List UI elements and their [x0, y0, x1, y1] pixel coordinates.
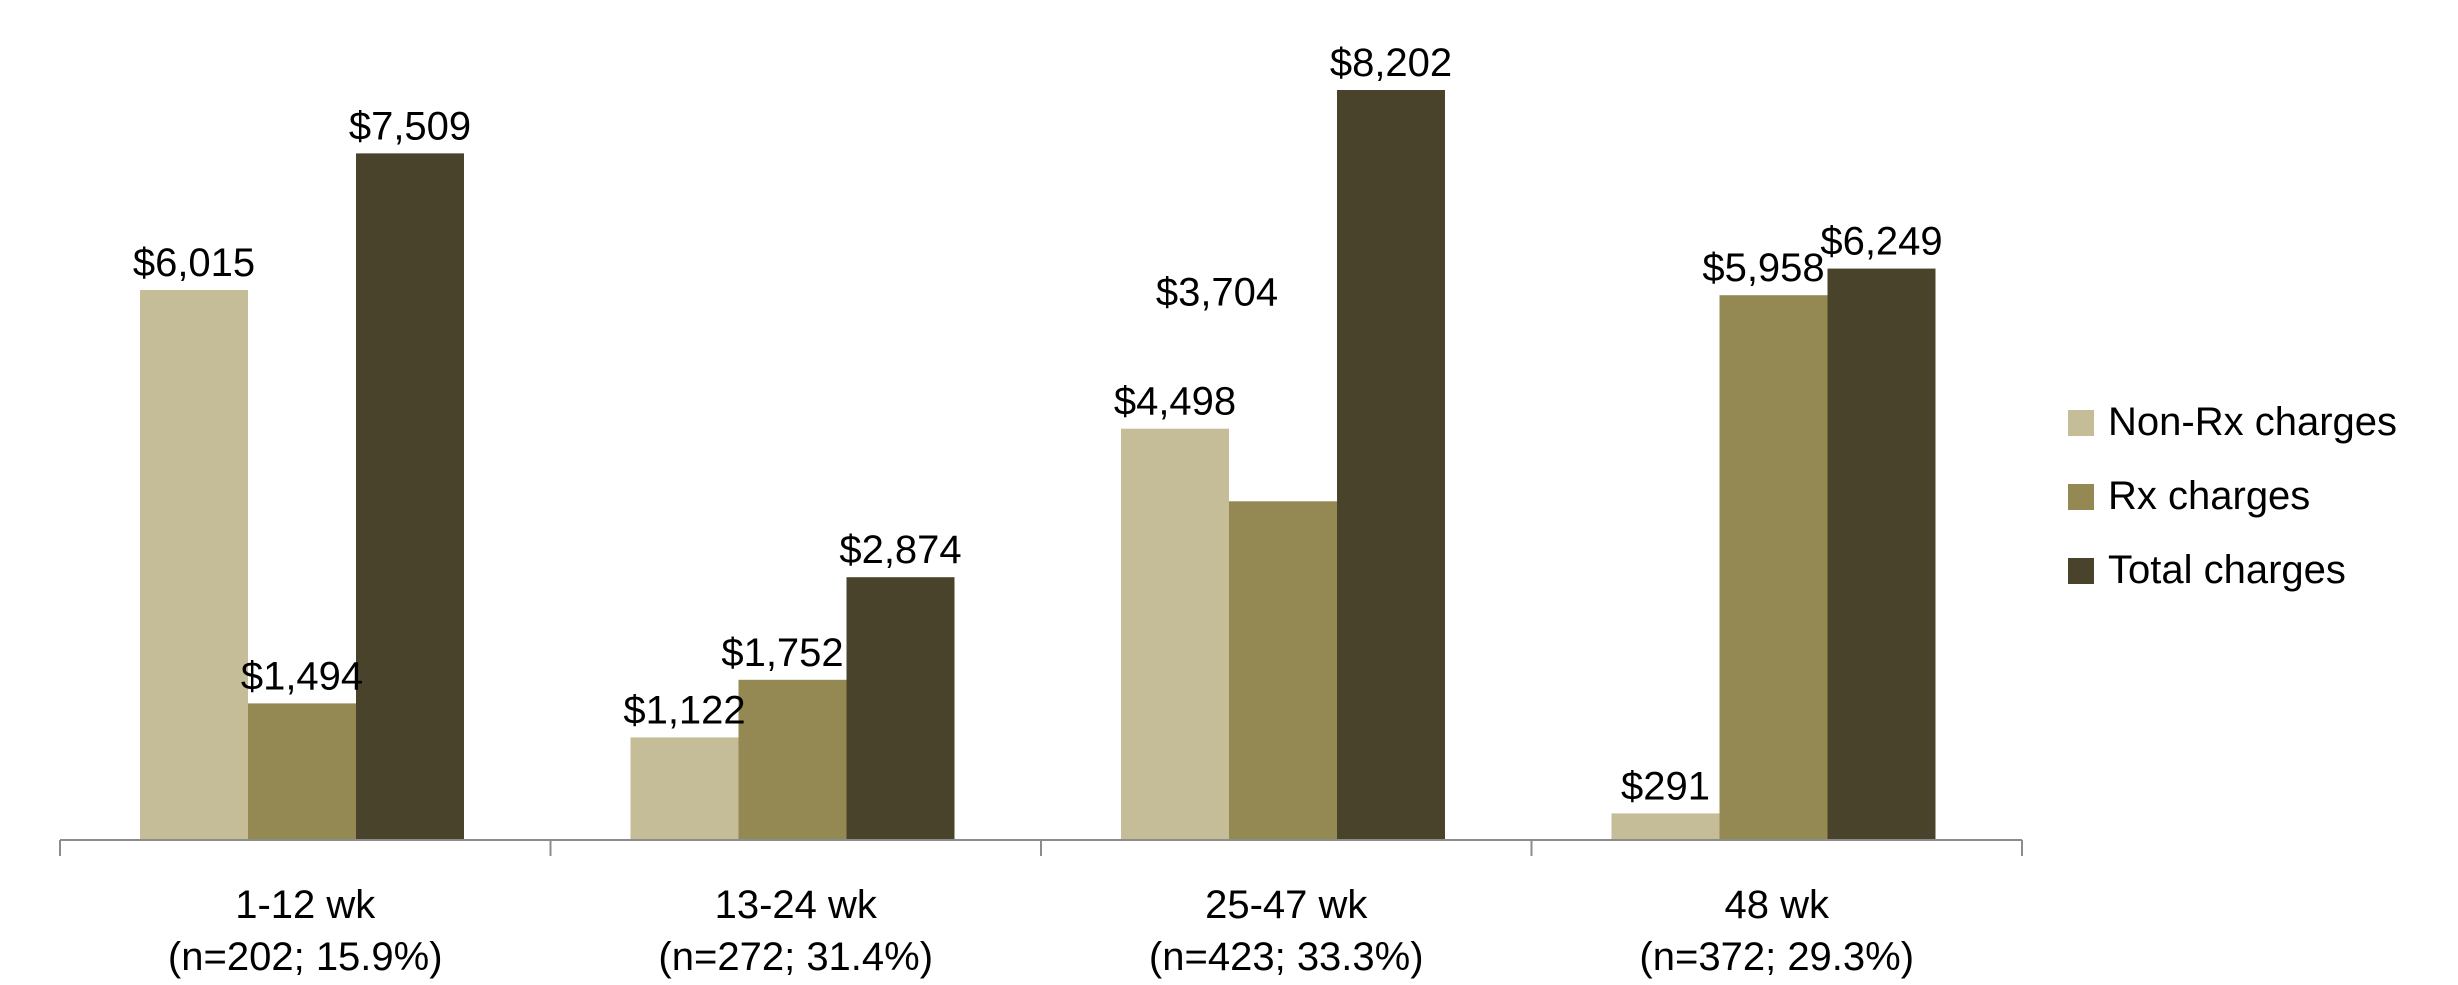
data-label: $1,494 — [241, 654, 363, 698]
bar-total-charges-1 — [356, 153, 464, 840]
x-tick-sublabel: (n=202; 15.9%) — [168, 935, 443, 979]
x-tick-sublabel: (n=372; 29.3%) — [1639, 935, 1914, 979]
x-tick-label: 48 wk — [1725, 883, 1830, 927]
legend-label: Total charges — [2108, 548, 2346, 592]
x-tick-sublabel: (n=423; 33.3%) — [1149, 935, 1424, 979]
data-label: $291 — [1621, 764, 1710, 808]
bar-total-charges-2 — [846, 577, 955, 840]
bar-non-rx-charges-4 — [1611, 813, 1720, 840]
bar-rx-charges-2 — [738, 679, 847, 840]
legend-swatch-non-rx-charges — [2068, 410, 2094, 436]
legend-swatch-rx-charges — [2068, 484, 2094, 510]
bar-non-rx-charges-1 — [140, 289, 248, 841]
data-label: $8,202 — [1330, 41, 1452, 85]
data-label: $6,249 — [1820, 220, 1942, 264]
data-label: $3,704 — [1156, 270, 1278, 314]
bars-layer — [140, 90, 1936, 841]
legend-label: Non-Rx charges — [2108, 400, 2397, 444]
bar-non-rx-charges-2 — [630, 737, 739, 840]
data-labels-layer: $6,015 $1,494 $7,509 $1,122 $1,752 $2,874 $4,4… — [133, 41, 1943, 808]
data-label: $1,752 — [721, 631, 843, 675]
data-label: $1,122 — [623, 688, 745, 732]
data-label: $2,874 — [839, 528, 961, 572]
data-label: $6,015 — [133, 241, 255, 285]
data-label: $4,498 — [1114, 380, 1236, 424]
x-tick-label: 25-47 wk — [1205, 883, 1368, 927]
bar-rx-charges-3 — [1229, 501, 1337, 840]
legend: Non-Rx charges Rx charges Total charges — [2068, 400, 2397, 592]
x-axis: 1-12 wk (n=202; 15.9%) 13-24 wk (n=272; 31.… — [59, 839, 2023, 979]
data-label: $7,509 — [349, 104, 471, 148]
legend-swatch-total-charges — [2068, 558, 2094, 584]
bar-total-charges-3 — [1337, 90, 1445, 840]
bar-rx-charges-4 — [1719, 295, 1828, 840]
bar-total-charges-4 — [1827, 268, 1936, 841]
data-label: $5,958 — [1702, 246, 1824, 290]
x-tick-sublabel: (n=272; 31.4%) — [658, 935, 933, 979]
x-tick-label: 13-24 wk — [715, 883, 878, 927]
bar-non-rx-charges-3 — [1121, 428, 1229, 840]
legend-label: Rx charges — [2108, 474, 2310, 518]
bar-rx-charges-1 — [248, 703, 356, 840]
x-tick-label: 1-12 wk — [235, 883, 376, 927]
